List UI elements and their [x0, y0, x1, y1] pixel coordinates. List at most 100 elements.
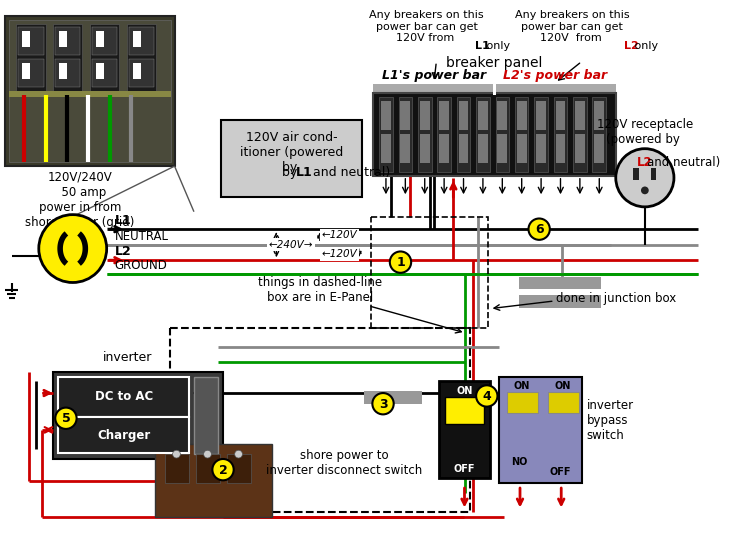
Text: L1: L1	[115, 214, 131, 227]
Bar	[9, 20, 170, 162]
Text: inverter: inverter	[103, 351, 153, 364]
Bar	[478, 134, 488, 163]
Bar	[519, 295, 601, 308]
Text: 120V air cond-
itioner (powered
by: 120V air cond- itioner (powered by	[240, 131, 343, 174]
Bar	[59, 31, 67, 47]
Text: 2: 2	[219, 464, 227, 477]
Bar	[381, 134, 391, 163]
Text: NEUTRAL: NEUTRAL	[115, 230, 168, 243]
Bar	[227, 454, 251, 483]
Bar	[374, 93, 616, 176]
Circle shape	[173, 450, 181, 458]
Circle shape	[641, 187, 648, 194]
Bar	[445, 397, 484, 424]
Bar	[398, 98, 412, 172]
Text: 120V receptacle
(powered by: 120V receptacle (powered by	[596, 118, 693, 146]
Bar	[92, 28, 118, 54]
Text: ←120V: ←120V	[322, 249, 357, 260]
Bar	[96, 31, 104, 47]
Bar	[196, 454, 220, 483]
Bar	[133, 63, 140, 79]
Text: DC to AC: DC to AC	[94, 391, 153, 403]
Text: ←120V: ←120V	[322, 230, 357, 240]
Bar	[194, 376, 218, 454]
Bar	[363, 391, 422, 403]
Text: L2: L2	[637, 156, 653, 169]
Bar	[437, 98, 451, 172]
Bar	[221, 119, 362, 197]
Circle shape	[213, 459, 234, 480]
Text: shore power to
inverter disconnect switch: shore power to inverter disconnect switc…	[266, 449, 423, 477]
Text: Any breakers on this
power bar can get
120V from: Any breakers on this power bar can get 1…	[369, 10, 484, 43]
Bar	[23, 63, 30, 79]
Bar	[457, 98, 470, 172]
Text: things in dashed-line
box are in E-Panel: things in dashed-line box are in E-Panel	[258, 276, 382, 304]
Bar	[56, 60, 80, 87]
Text: done in junction box: done in junction box	[556, 293, 676, 305]
Text: Any breakers on this
power bar can get
120V  from: Any breakers on this power bar can get 1…	[515, 10, 629, 43]
Bar	[593, 98, 606, 172]
Bar	[493, 84, 496, 95]
Bar	[476, 98, 490, 172]
Bar	[478, 101, 488, 130]
Text: only: only	[483, 41, 510, 51]
Bar	[537, 101, 546, 130]
Bar	[59, 63, 67, 79]
Bar	[90, 23, 119, 92]
Text: 1: 1	[396, 256, 405, 269]
Bar	[18, 60, 44, 87]
Bar	[23, 31, 30, 47]
Circle shape	[372, 393, 394, 414]
Text: Charger: Charger	[97, 429, 151, 442]
Circle shape	[529, 219, 550, 240]
Circle shape	[56, 408, 77, 429]
Bar	[127, 23, 156, 92]
Bar	[401, 134, 410, 163]
Circle shape	[390, 252, 411, 273]
Bar	[53, 23, 83, 92]
Text: and neutral): and neutral)	[647, 141, 720, 169]
Bar	[439, 382, 490, 479]
Text: L2: L2	[624, 41, 638, 51]
Bar	[56, 28, 80, 54]
Circle shape	[39, 215, 107, 282]
Bar	[129, 28, 154, 54]
Bar	[553, 98, 567, 172]
Text: NO: NO	[512, 457, 528, 467]
Bar	[575, 134, 585, 163]
Bar	[517, 134, 526, 163]
Text: ON: ON	[554, 381, 571, 391]
Bar	[651, 168, 656, 180]
Bar	[594, 101, 604, 130]
Bar	[519, 277, 601, 289]
Bar	[458, 101, 469, 130]
Bar	[374, 84, 616, 95]
Bar	[5, 16, 175, 166]
Text: L2: L2	[115, 245, 131, 259]
Text: L1: L1	[475, 41, 490, 51]
Text: OFF: OFF	[454, 464, 475, 474]
Bar	[573, 98, 587, 172]
Bar	[575, 101, 585, 130]
Bar	[17, 23, 45, 92]
Bar	[155, 445, 271, 517]
Bar	[458, 134, 469, 163]
Bar	[534, 98, 548, 172]
Text: only: only	[632, 41, 659, 51]
Bar	[381, 101, 391, 130]
Bar	[548, 392, 579, 414]
Bar	[418, 98, 431, 172]
Bar	[96, 63, 104, 79]
Circle shape	[235, 450, 243, 458]
Circle shape	[616, 149, 674, 207]
Bar	[420, 101, 430, 130]
Text: breaker panel: breaker panel	[447, 56, 542, 70]
Bar	[439, 134, 449, 163]
Bar	[9, 92, 170, 98]
Bar	[515, 98, 529, 172]
Text: L1: L1	[296, 166, 313, 180]
Text: 5: 5	[61, 412, 70, 425]
Text: L1's power bar: L1's power bar	[382, 69, 486, 82]
Bar	[379, 98, 393, 172]
Bar	[58, 417, 189, 453]
